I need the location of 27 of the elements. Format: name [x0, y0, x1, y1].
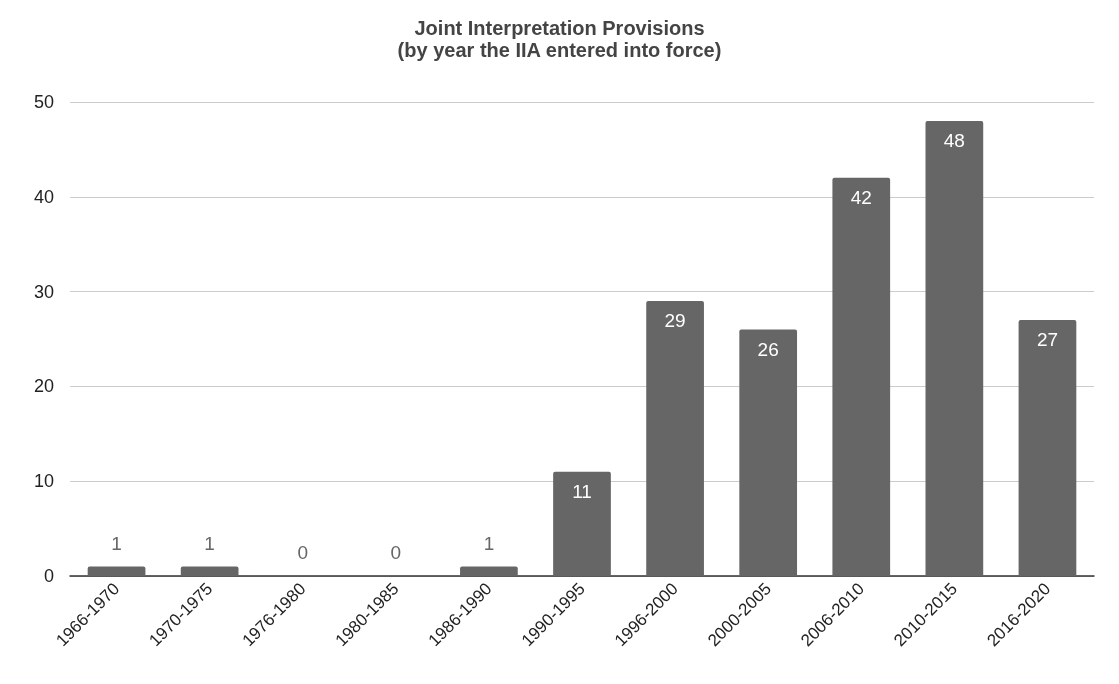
data-label: 27	[1036, 329, 1059, 351]
y-tick-label: 20	[33, 376, 54, 397]
bar	[925, 120, 984, 576]
data-label: 0	[297, 542, 309, 563]
data-label: 0	[390, 542, 402, 563]
y-tick-label: 30	[33, 281, 54, 302]
data-label: 42	[850, 186, 872, 208]
data-label: 1	[204, 532, 215, 554]
bar	[180, 566, 239, 576]
bar	[646, 301, 704, 576]
bar	[87, 566, 146, 576]
data-label: 1	[111, 532, 122, 554]
data-label: 29	[664, 310, 686, 332]
chart-title: Joint Interpretation Provisions (by year the IIA entered into force)	[397, 17, 722, 61]
data-label: 48	[943, 129, 965, 151]
data-label: 1	[483, 532, 495, 554]
y-tick-label: 0	[43, 566, 54, 586]
bar	[460, 566, 518, 576]
bar	[832, 177, 891, 576]
bar	[1018, 320, 1077, 576]
y-tick-label: 50	[33, 92, 54, 112]
y-tick-label: 40	[33, 186, 54, 207]
data-label: 26	[757, 338, 779, 360]
y-tick-label: 10	[33, 471, 54, 492]
bar	[553, 471, 611, 576]
data-label: 11	[572, 480, 592, 502]
bar	[739, 329, 798, 576]
